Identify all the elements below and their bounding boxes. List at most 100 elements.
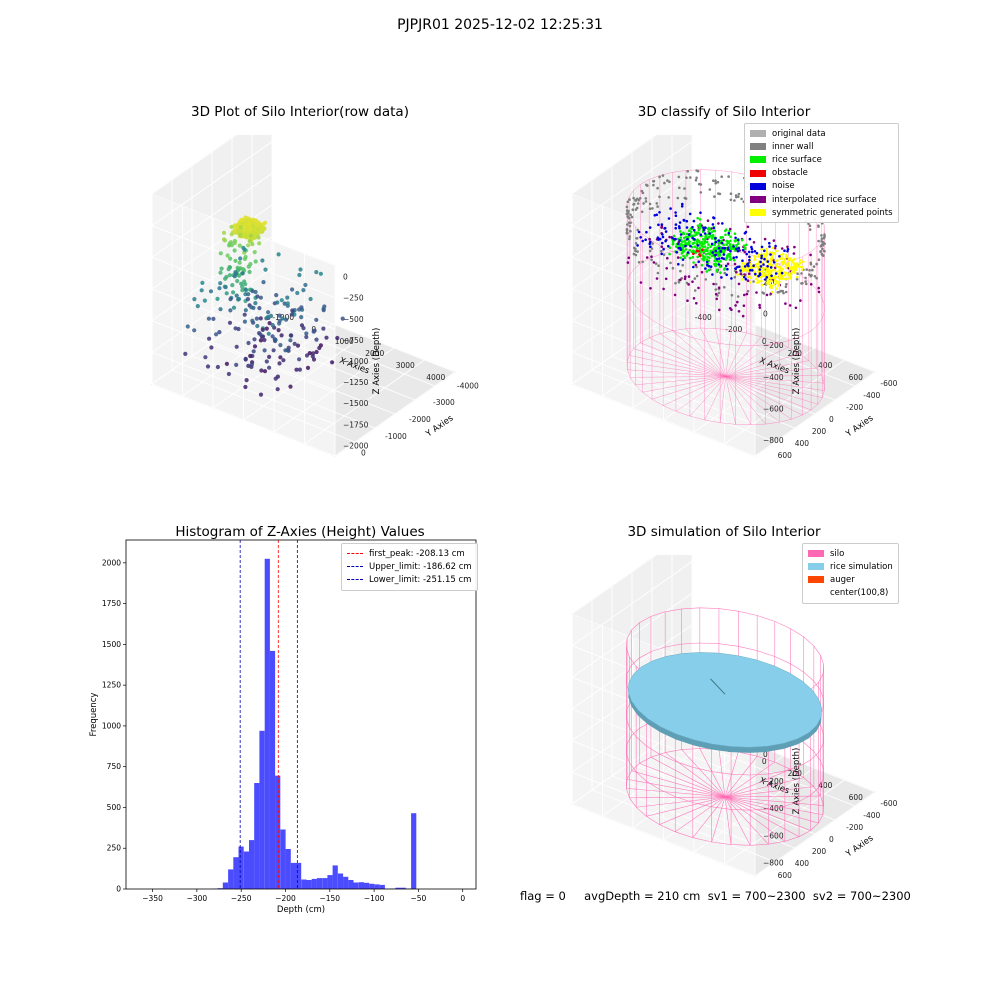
raw-point: [297, 367, 302, 372]
class-point: [747, 272, 751, 275]
class-point: [737, 310, 741, 313]
raw-point: [217, 330, 222, 335]
class-point: [748, 237, 752, 241]
class-point: [656, 205, 659, 208]
histogram-bar: [249, 840, 255, 889]
legend-label: rice surface: [772, 154, 822, 165]
class-point: [811, 268, 814, 272]
class-point: [736, 273, 739, 276]
raw-point: [239, 281, 244, 286]
class-point: [703, 241, 707, 244]
class-point: [820, 237, 824, 240]
histogram-chart: −350 −300 −250 −200 −150 −100 −50 0 0 250 500 750 10…: [89, 539, 477, 915]
class-point: [741, 314, 745, 318]
class-point: [702, 228, 706, 232]
class-point: [743, 247, 747, 251]
class-point: [648, 237, 651, 241]
class-point: [715, 297, 718, 301]
x-tick-label: −50: [410, 894, 426, 903]
silo-spoke: [724, 796, 786, 842]
class-point: [768, 245, 771, 248]
rice-surface: [628, 652, 822, 748]
histogram-title: Histogram of Z-Axies (Height) Values: [175, 524, 425, 540]
legend-item: auger: [808, 573, 893, 586]
class-point: [666, 256, 669, 260]
class-point: [709, 245, 712, 248]
class-point: [681, 202, 684, 206]
class-point: [815, 276, 818, 280]
class-point: [708, 188, 712, 191]
legend-swatch: [808, 550, 824, 558]
class-point: [658, 195, 661, 199]
class-point: [815, 262, 818, 266]
silo-spoke: [724, 796, 751, 846]
class-point: [732, 245, 735, 248]
histogram-frame: [125, 539, 477, 890]
raw-point: [202, 298, 207, 303]
class-point: [800, 265, 804, 269]
raw-point: [228, 240, 233, 245]
class-point: [701, 248, 704, 251]
class-point: [712, 179, 715, 182]
class-point: [750, 247, 754, 251]
class-point: [734, 267, 737, 271]
class-point: [626, 223, 629, 226]
raw-point: [317, 345, 322, 351]
y-tick-label: -200: [846, 403, 863, 412]
raw-point: [192, 328, 197, 333]
class-point: [769, 266, 773, 269]
silo-spoke: [636, 796, 726, 808]
class-point: [628, 198, 631, 201]
raw-point: [275, 300, 280, 305]
histogram-bar: [322, 878, 328, 889]
silo-spoke: [640, 342, 726, 377]
class-point: [774, 272, 778, 275]
class-point: [733, 199, 736, 202]
legend-item: Lower_limit: -251.15 cm: [347, 573, 472, 586]
histogram-bar: [233, 857, 239, 889]
class-point: [687, 233, 691, 236]
class-point: [767, 262, 771, 266]
raw-point: [238, 232, 243, 237]
raw-point: [218, 270, 223, 275]
x-axis-label: Depth (cm): [277, 905, 325, 915]
class-point: [718, 252, 721, 256]
silo-spoke: [725, 376, 792, 420]
class-point: [681, 250, 685, 254]
class-point: [759, 265, 763, 268]
class-point: [714, 240, 718, 244]
raw-point: [227, 273, 232, 278]
legend-swatch: [750, 156, 766, 164]
class-point: [698, 225, 702, 228]
x-tick-label: -200: [725, 325, 742, 334]
class-point: [784, 255, 788, 258]
x-tick-label: −150: [319, 894, 340, 903]
class-point: [801, 282, 804, 285]
class-point: [664, 277, 668, 281]
raw-point: [228, 308, 233, 313]
class-point: [783, 273, 787, 277]
class-point: [695, 246, 699, 250]
raw-point: [267, 365, 272, 370]
class-point: [769, 283, 772, 287]
class-point: [736, 295, 740, 298]
class-point: [705, 258, 709, 261]
silo-spoke: [675, 376, 726, 412]
class-point: [660, 249, 663, 253]
y-tick-label: 250: [107, 844, 122, 853]
class-point: [733, 232, 737, 235]
y-tick-label: 200: [812, 847, 827, 856]
class-point: [754, 277, 758, 281]
class-point: [733, 275, 737, 279]
class-point: [674, 214, 678, 217]
raw-point: [221, 230, 227, 235]
class-point: [667, 244, 670, 248]
grid-line: [754, 371, 876, 457]
class-point: [780, 271, 784, 275]
class-point: [703, 232, 707, 235]
class-point: [707, 243, 710, 246]
class-point: [705, 270, 708, 273]
raw-point: [279, 298, 284, 303]
class-point: [808, 273, 811, 276]
raw-point: [219, 266, 224, 271]
